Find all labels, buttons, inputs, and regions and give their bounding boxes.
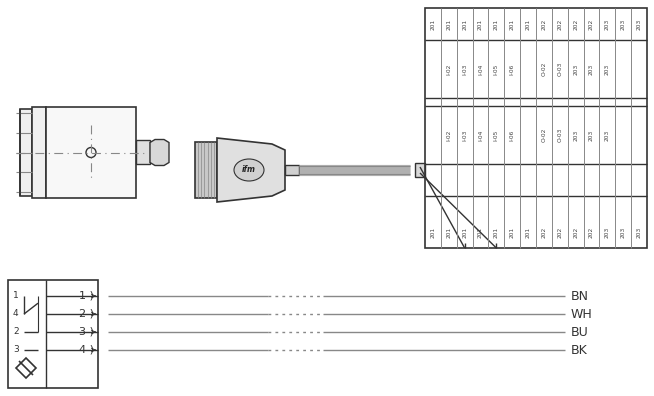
Bar [46, 107, 136, 198]
Text: 202: 202 [573, 18, 578, 30]
Text: 201: 201 [478, 227, 483, 238]
Bar [8, 280, 98, 388]
Text: I-04: I-04 [478, 129, 483, 141]
Text: 203: 203 [636, 227, 642, 238]
Text: 201: 201 [509, 227, 515, 238]
Text: 201: 201 [430, 19, 436, 30]
Text: 201: 201 [446, 227, 451, 238]
Text: BN: BN [571, 289, 589, 303]
Text: 201: 201 [494, 227, 499, 238]
Text: O-03: O-03 [557, 128, 562, 142]
Polygon shape [20, 109, 32, 196]
Text: I-06: I-06 [509, 129, 515, 141]
Text: I-04: I-04 [478, 63, 483, 75]
Text: 2: 2 [13, 327, 18, 337]
Text: I-05: I-05 [494, 129, 499, 141]
Text: 203: 203 [621, 227, 626, 238]
Text: 203: 203 [605, 18, 610, 30]
Text: 201: 201 [462, 19, 467, 30]
Text: 201: 201 [494, 19, 499, 30]
Text: BU: BU [571, 326, 589, 339]
Text: 203: 203 [589, 129, 594, 141]
Text: 4 ): 4 ) [79, 345, 94, 355]
Text: 2 ): 2 ) [79, 309, 94, 319]
Text: 203: 203 [636, 18, 642, 30]
Text: I-03: I-03 [462, 129, 467, 141]
Text: 202: 202 [557, 227, 562, 238]
Text: 201: 201 [478, 19, 483, 30]
Text: 203: 203 [621, 18, 626, 30]
Bar [195, 142, 217, 198]
Text: 202: 202 [542, 18, 547, 30]
Bar [136, 140, 150, 164]
Text: I-03: I-03 [462, 63, 467, 75]
Text: 202: 202 [557, 18, 562, 30]
Bar [425, 8, 647, 248]
Text: O-02: O-02 [542, 128, 547, 142]
Text: 201: 201 [462, 227, 467, 238]
Text: 202: 202 [573, 227, 578, 238]
Text: 201: 201 [446, 19, 451, 30]
Text: 203: 203 [589, 63, 594, 74]
Text: WH: WH [571, 308, 593, 320]
Text: 203: 203 [605, 63, 610, 74]
Text: 201: 201 [526, 19, 530, 30]
Polygon shape [217, 138, 285, 202]
Text: O-03: O-03 [557, 62, 562, 76]
Polygon shape [32, 107, 46, 198]
Text: 3 ): 3 ) [79, 327, 94, 337]
Text: I-06: I-06 [509, 63, 515, 74]
Text: O-02: O-02 [542, 62, 547, 76]
Bar [285, 165, 299, 175]
Text: 4: 4 [13, 310, 18, 318]
Text: BK: BK [571, 343, 588, 356]
Text: I-05: I-05 [494, 63, 499, 75]
Text: ifm: ifm [242, 166, 256, 175]
Text: 203: 203 [605, 227, 610, 238]
Text: 1 ): 1 ) [79, 291, 94, 301]
Text: 201: 201 [430, 227, 436, 238]
Ellipse shape [234, 159, 264, 181]
Text: 202: 202 [589, 18, 594, 30]
Polygon shape [150, 139, 169, 166]
Text: 3: 3 [13, 345, 19, 354]
Text: 1: 1 [13, 291, 19, 301]
Text: 203: 203 [573, 129, 578, 141]
Text: 202: 202 [589, 227, 594, 238]
Text: 203: 203 [573, 63, 578, 74]
Text: I-02: I-02 [446, 129, 451, 141]
Text: 202: 202 [542, 227, 547, 238]
Bar [415, 163, 425, 177]
Text: I-02: I-02 [446, 63, 451, 75]
Text: 201: 201 [526, 227, 530, 238]
Circle shape [86, 147, 96, 158]
Text: 201: 201 [509, 19, 515, 30]
Text: 203: 203 [605, 129, 610, 141]
